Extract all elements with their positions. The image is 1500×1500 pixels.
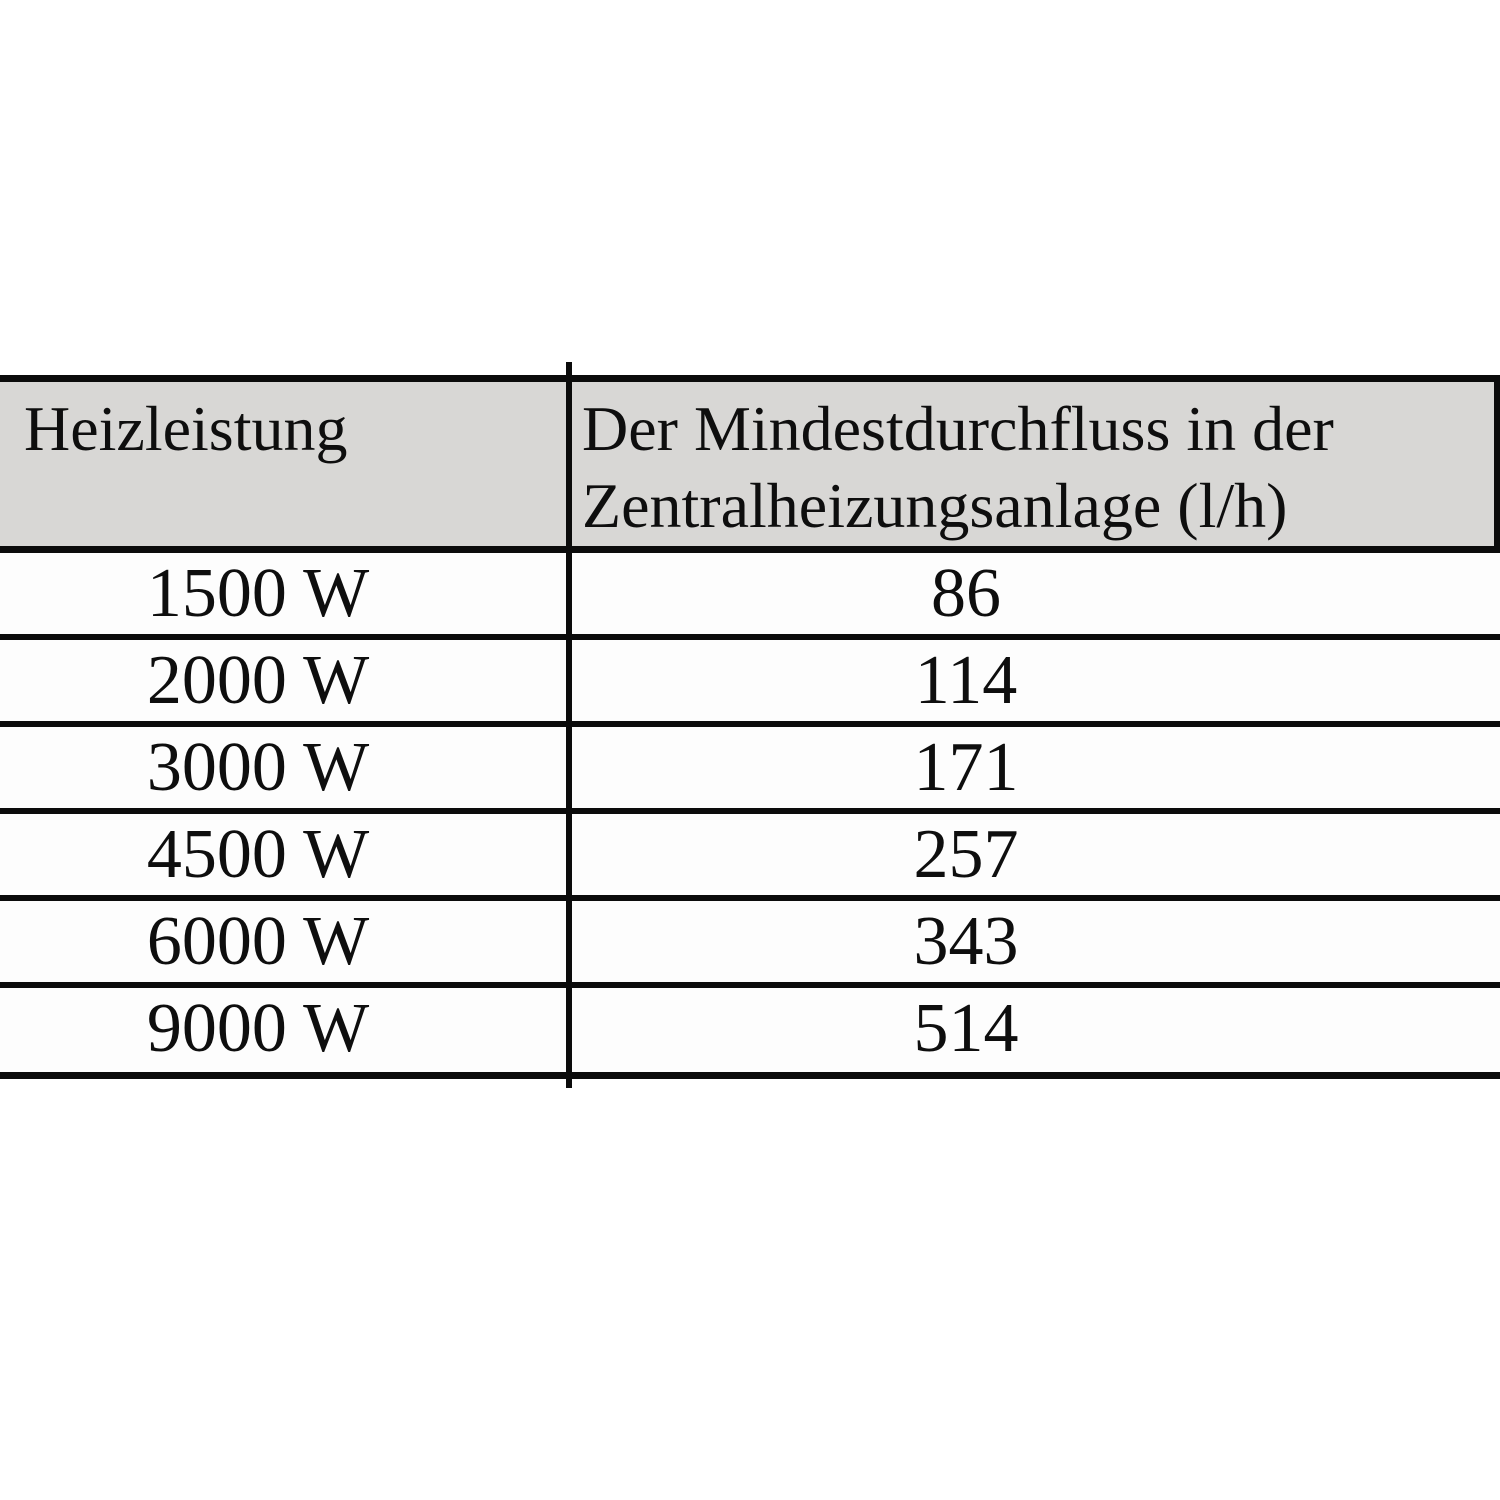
column-divider-tip-bottom xyxy=(566,1079,572,1088)
heating-power-flow-table: Heizleistung Der Mindestdurchfluss in de… xyxy=(0,362,1500,1088)
flow-cell: 257 xyxy=(913,816,1019,893)
header-cell-heizleistung: Heizleistung xyxy=(0,382,572,546)
power-cell: 9000 W xyxy=(0,988,572,1072)
header-cell-mindestdurchfluss: Der Mindestdurchfluss in der Zentralheiz… xyxy=(572,382,1500,546)
flow-cell: 114 xyxy=(914,642,1018,719)
power-cell: 4500 W xyxy=(0,814,572,895)
table-row: 6000 W 343 xyxy=(0,901,1500,988)
table-row: 2000 W 114 xyxy=(0,640,1500,727)
flow-cell: 343 xyxy=(913,903,1019,980)
table-row: 4500 W 257 xyxy=(0,814,1500,901)
flow-cell: 514 xyxy=(913,990,1019,1067)
power-cell: 1500 W xyxy=(0,553,572,634)
power-cell: 2000 W xyxy=(0,640,572,721)
table-row: 3000 W 171 xyxy=(0,727,1500,814)
table-row: 9000 W 514 xyxy=(0,988,1500,1079)
table-row: 1500 W 86 xyxy=(0,553,1500,640)
header-flow-line1: Der Mindestdurchfluss in der xyxy=(582,393,1334,464)
header-flow-line2: Zentralheizungsanlage (l/h) xyxy=(582,470,1288,541)
column-divider-tip-top xyxy=(566,362,572,375)
table-header-row: Heizleistung Der Mindestdurchfluss in de… xyxy=(0,375,1500,553)
flow-cell: 171 xyxy=(913,729,1019,806)
power-cell: 6000 W xyxy=(0,901,572,982)
flow-cell: 86 xyxy=(931,555,1001,632)
power-cell: 3000 W xyxy=(0,727,572,808)
